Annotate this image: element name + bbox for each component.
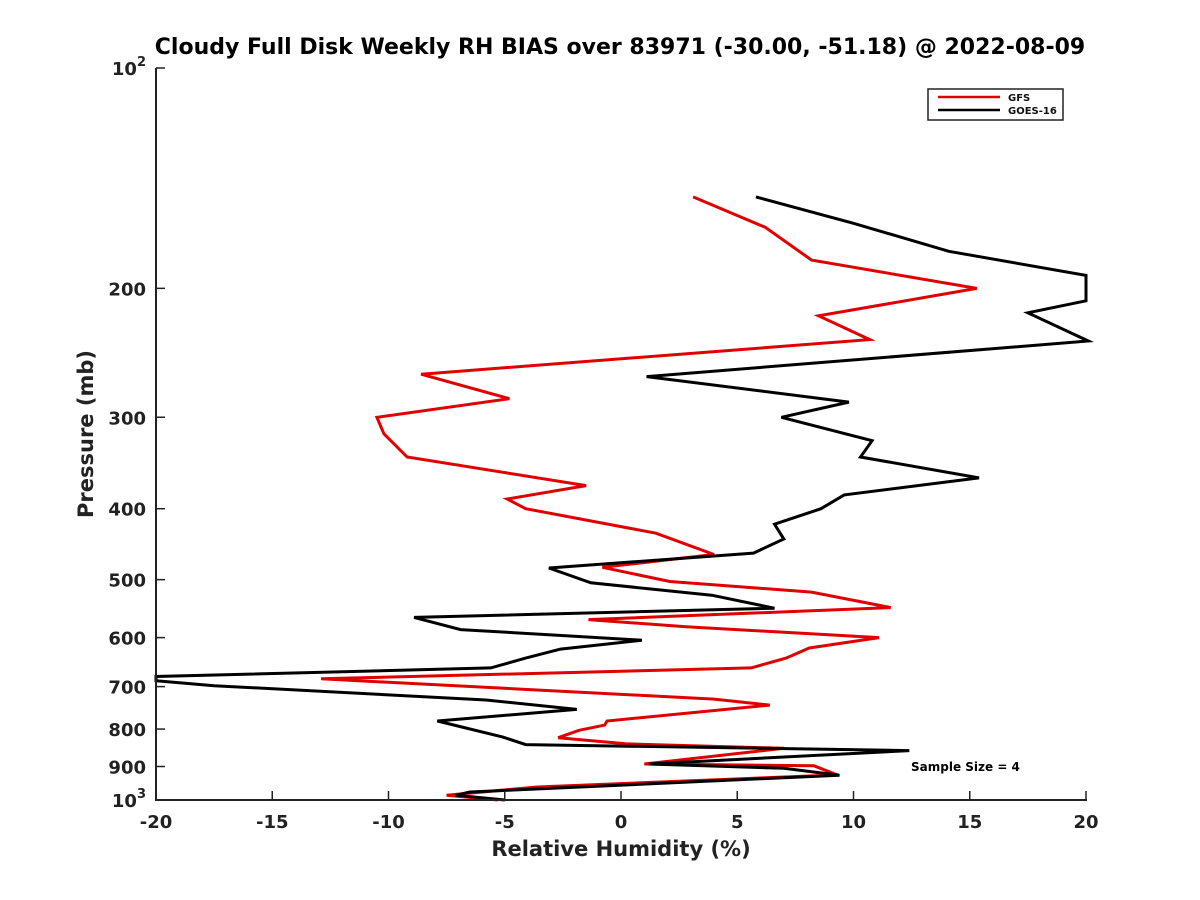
x-tick-label: -5 — [495, 812, 515, 833]
x-tick-label: -20 — [140, 812, 173, 833]
y-tick-label: 700 — [108, 678, 146, 699]
series-line-goes16 — [154, 195, 1095, 802]
y-tick-label: 200 — [108, 279, 146, 300]
sample-size-annotation: Sample Size = 4 — [911, 760, 1020, 774]
x-tick-label: 0 — [615, 812, 628, 833]
y-tick-label: 102 — [112, 55, 146, 80]
y-tick-label: 103 — [112, 787, 146, 812]
y-tick-label: 400 — [108, 500, 146, 521]
y-axis-label: Pressure (mb) — [74, 350, 98, 518]
legend-box — [927, 88, 1064, 121]
y-tick-label: 500 — [108, 571, 146, 592]
y-tick-label: 900 — [108, 758, 146, 779]
y-ticks: 102 200 300 400 500 600 700 800 900 103 — [108, 55, 165, 812]
legend: GFS GOES-16 — [927, 88, 1064, 121]
series-line-gfs — [321, 195, 977, 802]
x-tick-label: -10 — [372, 812, 405, 833]
x-tick-label: 15 — [957, 812, 982, 833]
x-tick-label: 5 — [731, 812, 744, 833]
x-tick-label: 10 — [841, 812, 866, 833]
y-tick-label: 800 — [108, 720, 146, 741]
x-tick-label: 20 — [1073, 812, 1098, 833]
legend-label-goes16: GOES-16 — [1008, 106, 1057, 117]
x-tick-label: -15 — [256, 812, 289, 833]
chart-title: Cloudy Full Disk Weekly RH BIAS over 839… — [155, 35, 1085, 60]
x-axis-label: Relative Humidity (%) — [491, 837, 750, 861]
y-tick-label: 600 — [108, 629, 146, 650]
legend-label-gfs: GFS — [1008, 93, 1030, 104]
y-tick-label: 300 — [108, 408, 146, 429]
x-ticks: -20 -15 -10 -5 0 5 10 15 20 — [140, 791, 1099, 833]
series-layer — [154, 195, 1095, 802]
